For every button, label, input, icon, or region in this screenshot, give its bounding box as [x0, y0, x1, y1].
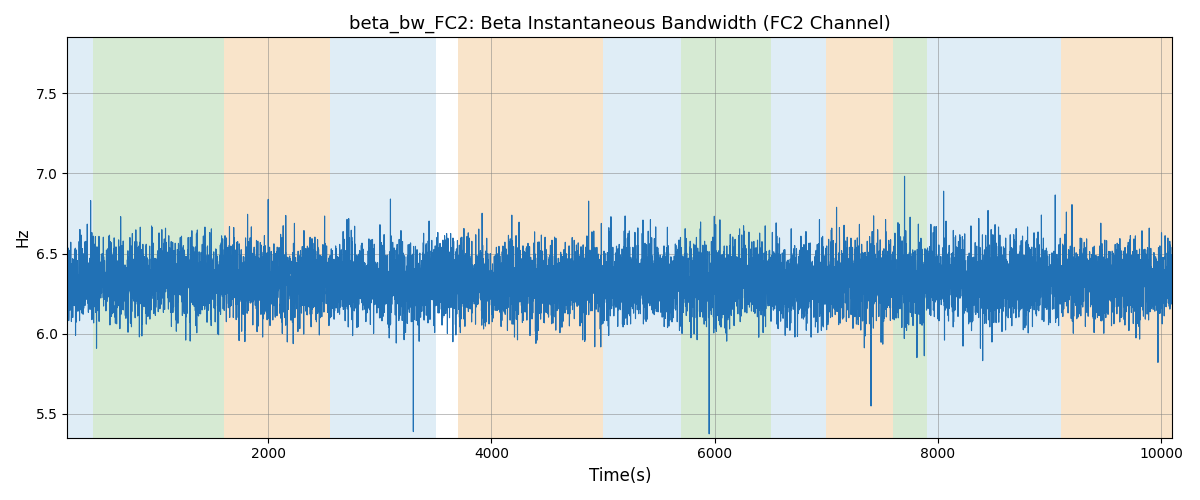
- Bar: [893, 38, 926, 438]
- Bar: [827, 38, 893, 438]
- Bar: [682, 38, 770, 438]
- Bar: [330, 38, 436, 438]
- Bar: [659, 38, 682, 438]
- Title: beta_bw_FC2: Beta Instantaneous Bandwidth (FC2 Channel): beta_bw_FC2: Beta Instantaneous Bandwidt…: [349, 15, 890, 34]
- Y-axis label: Hz: Hz: [16, 228, 30, 248]
- Bar: [604, 38, 659, 438]
- Bar: [223, 38, 330, 438]
- Bar: [1061, 38, 1172, 438]
- Bar: [67, 38, 92, 438]
- Bar: [92, 38, 223, 438]
- Bar: [770, 38, 827, 438]
- Bar: [926, 38, 1061, 438]
- Bar: [458, 38, 604, 438]
- X-axis label: Time(s): Time(s): [589, 467, 652, 485]
